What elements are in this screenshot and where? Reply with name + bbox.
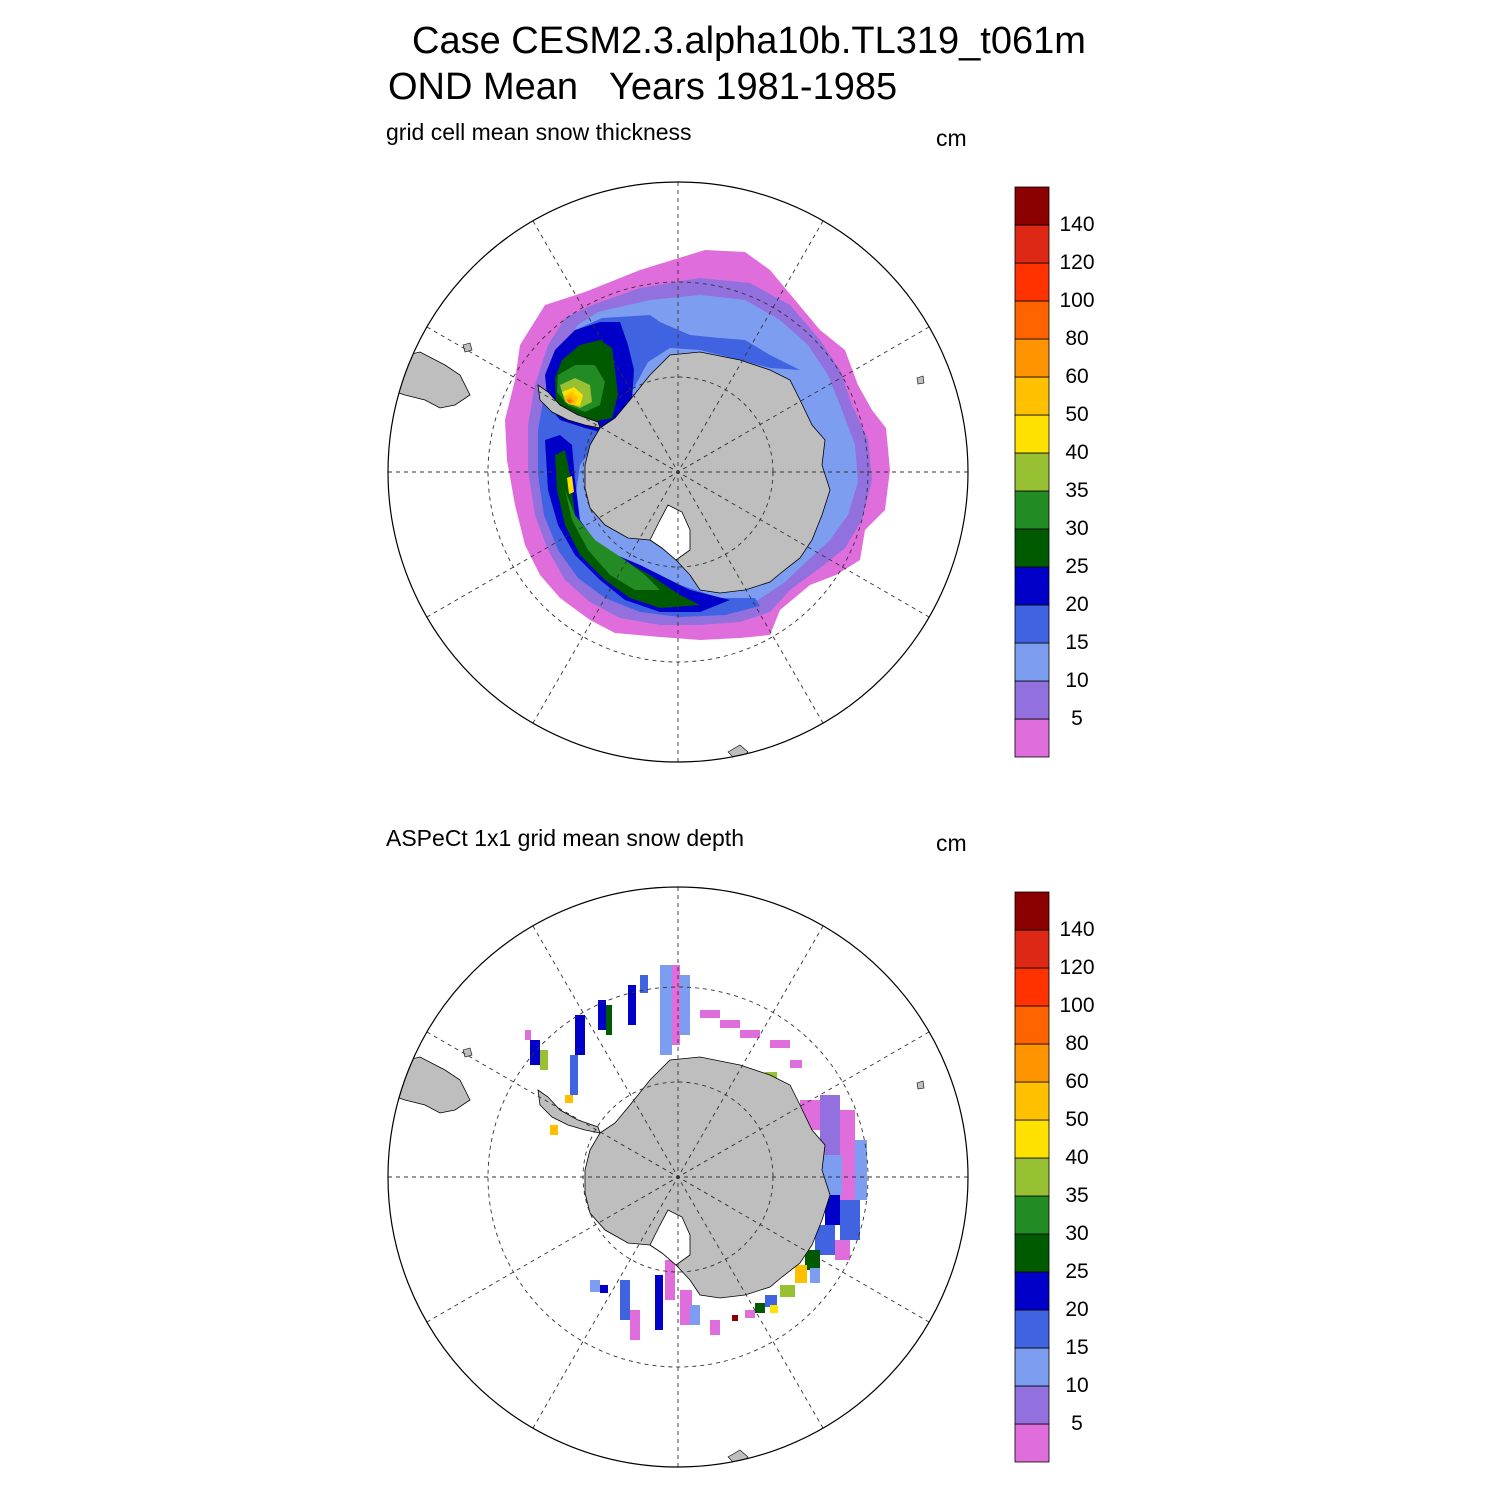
panel-1-map <box>388 250 925 762</box>
panel-2-colorbar-tick-label: 60 <box>1065 1070 1089 1093</box>
panel-2-colorbar-box <box>1014 1385 1050 1425</box>
panel-1-map-border <box>387 181 969 763</box>
panel-1-colorbar-box <box>1014 414 1050 454</box>
panel-1-label: grid cell mean snow thickness <box>386 119 692 145</box>
ross-ice-shelf-gap <box>649 504 691 561</box>
panel-2-map-border <box>387 886 969 1468</box>
panel-1-colorbar-tick-label: 140 <box>1059 213 1095 236</box>
panel-2-colorbar-box <box>1014 1309 1050 1349</box>
panel-2-colorbar-tick-label: 40 <box>1065 1146 1089 1169</box>
panel-1-colorbar-tick-label: 30 <box>1065 517 1089 540</box>
panel-1-colorbar-tick-label: 35 <box>1065 479 1089 502</box>
panel-2-colorbar-tick-label: 35 <box>1065 1184 1089 1207</box>
panel-1-graticule <box>388 182 968 762</box>
aspect-observation-tracks <box>525 965 867 1340</box>
panel-1-colorbar-tick-label: 20 <box>1065 593 1089 616</box>
panel-2-colorbar-box <box>1014 1157 1050 1197</box>
new-zealand-tip-2 <box>727 1449 749 1467</box>
panel-1-colorbar-box <box>1014 528 1050 568</box>
band-40-50-west <box>567 476 574 494</box>
panel-2-colorbar-box <box>1014 1423 1050 1463</box>
panel-2-colorbar-box <box>1014 1195 1050 1235</box>
panel-1-colorbar-box <box>1014 490 1050 530</box>
panel-1-colorbar-box <box>1014 186 1050 226</box>
panel-1-colorbar-box <box>1014 338 1050 378</box>
panel-1-colorbar-box <box>1014 642 1050 682</box>
panel-1-colorbar-tick-label: 100 <box>1059 289 1095 312</box>
panel-2-colorbar-box <box>1014 1233 1050 1273</box>
panel-2-colorbar-box <box>1014 1081 1050 1121</box>
panel-2-colorbar-tick-label: 80 <box>1065 1032 1089 1055</box>
panel-2-colorbar-tick-label: 10 <box>1065 1374 1089 1397</box>
panel-1-unit: cm <box>936 125 967 151</box>
kerguelen-island <box>916 375 925 385</box>
panel-2-colorbar-tick-label: 140 <box>1059 918 1095 941</box>
panel-2-colorbar-tick-label: 30 <box>1065 1222 1089 1245</box>
ross-ice-shelf-gap-2 <box>649 1209 691 1266</box>
panel-1-colorbar-box <box>1014 262 1050 302</box>
figure-title-line-1: Case CESM2.3.alpha10b.TL319_t061m <box>412 20 1086 62</box>
panel-2-colorbar-box <box>1014 891 1050 931</box>
panel-1-colorbar-box <box>1014 566 1050 606</box>
panel-2-colorbar-box <box>1014 1347 1050 1387</box>
panel-1-colorbar-tick-label: 25 <box>1065 555 1089 578</box>
panel-2-colorbar <box>1014 891 1050 1463</box>
panel-2-colorbar-box <box>1014 929 1050 969</box>
figure-title-line-2: OND Mean Years 1981-1985 <box>388 66 898 108</box>
panel-2-label: ASPeCt 1x1 grid mean snow depth <box>386 825 744 851</box>
panel-1-colorbar-box <box>1014 718 1050 758</box>
panel-2-unit: cm <box>936 830 967 856</box>
panel-2-colorbar-box <box>1014 1271 1050 1311</box>
band-20-25-west <box>545 435 730 612</box>
panel-2-colorbar-tick-label: 120 <box>1059 956 1095 979</box>
panel-1-colorbar-box <box>1014 376 1050 416</box>
panel-1-colorbar-tick-label: 10 <box>1065 669 1089 692</box>
panel-1-colorbar-tick-label: 15 <box>1065 631 1089 654</box>
panel-2-colorbar-tick-label: 50 <box>1065 1108 1089 1131</box>
panel-1-colorbar-tick-label: 120 <box>1059 251 1095 274</box>
panel-2-colorbar-tick-label: 100 <box>1059 994 1095 1017</box>
panel-2-graticule <box>388 887 968 1467</box>
panel-1-colorbar-box <box>1014 604 1050 644</box>
panel-1-colorbar-tick-label: 60 <box>1065 365 1089 388</box>
panel-1-colorbar-box <box>1014 300 1050 340</box>
panel-1-colorbar-box <box>1014 452 1050 492</box>
panel-2-colorbar-tick-label: 20 <box>1065 1298 1089 1321</box>
antarctica-landmass <box>584 351 831 594</box>
panel-1-colorbar-tick-label: 40 <box>1065 441 1089 464</box>
falkland-islands-2 <box>462 1047 473 1058</box>
panel-1-colorbar-tick-label: 50 <box>1065 403 1089 426</box>
panel-2-colorbar-box <box>1014 967 1050 1007</box>
new-zealand-tip <box>727 744 749 762</box>
panel-1-colorbar-tick-label: 5 <box>1071 707 1083 730</box>
band-30-35-west <box>565 490 660 590</box>
panel-1-colorbar-box <box>1014 680 1050 720</box>
panel-2-colorbar-box <box>1014 1119 1050 1159</box>
band-80-100 <box>567 400 571 403</box>
panel-1-colorbar-box <box>1014 224 1050 264</box>
kerguelen-island-2 <box>916 1080 925 1090</box>
antarctica-landmass-2 <box>584 1056 831 1299</box>
panel-2-colorbar-box <box>1014 1043 1050 1083</box>
panel-2-colorbar-box <box>1014 1005 1050 1045</box>
panel-2-colorbar-tick-label: 5 <box>1071 1412 1083 1435</box>
falkland-islands <box>462 342 473 353</box>
panel-1-colorbar-tick-label: 80 <box>1065 327 1089 350</box>
panel-1-colorbar <box>1014 186 1050 758</box>
panel-2-map <box>388 965 925 1467</box>
panel-2-colorbar-tick-label: 15 <box>1065 1336 1089 1359</box>
panel-2-colorbar-tick-label: 25 <box>1065 1260 1089 1283</box>
